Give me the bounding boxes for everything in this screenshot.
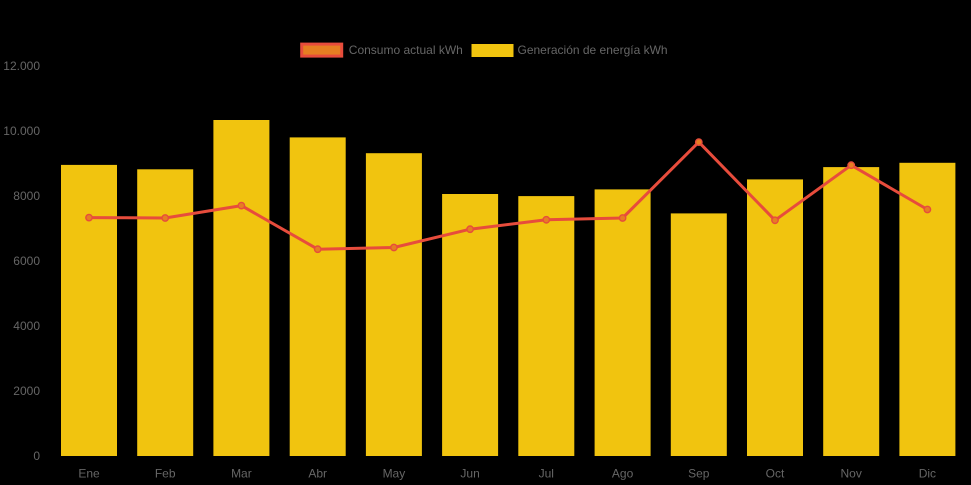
svg-text:10.000: 10.000 — [3, 124, 40, 138]
svg-text:Dic: Dic — [919, 466, 936, 480]
svg-text:Mar: Mar — [231, 466, 252, 480]
svg-text:Sep: Sep — [688, 466, 710, 480]
svg-text:8000: 8000 — [13, 189, 40, 203]
svg-text:May: May — [383, 466, 406, 480]
svg-text:Consumo actual kWh: Consumo actual kWh — [349, 43, 463, 57]
svg-text:Feb: Feb — [155, 466, 176, 480]
svg-text:6000: 6000 — [13, 254, 40, 268]
svg-text:Oct: Oct — [766, 466, 785, 480]
svg-text:Ene: Ene — [78, 466, 100, 480]
svg-text:Generación de energía kWh: Generación de energía kWh — [518, 43, 668, 57]
svg-text:Jun: Jun — [460, 466, 479, 480]
svg-text:Abr: Abr — [308, 466, 327, 480]
svg-text:Ago: Ago — [612, 466, 634, 480]
svg-text:0: 0 — [33, 449, 40, 463]
svg-text:4000: 4000 — [13, 319, 40, 333]
svg-text:Nov: Nov — [841, 466, 862, 480]
svg-text:12.000: 12.000 — [3, 59, 40, 73]
svg-text:2000: 2000 — [13, 384, 40, 398]
svg-text:Jul: Jul — [539, 466, 554, 480]
